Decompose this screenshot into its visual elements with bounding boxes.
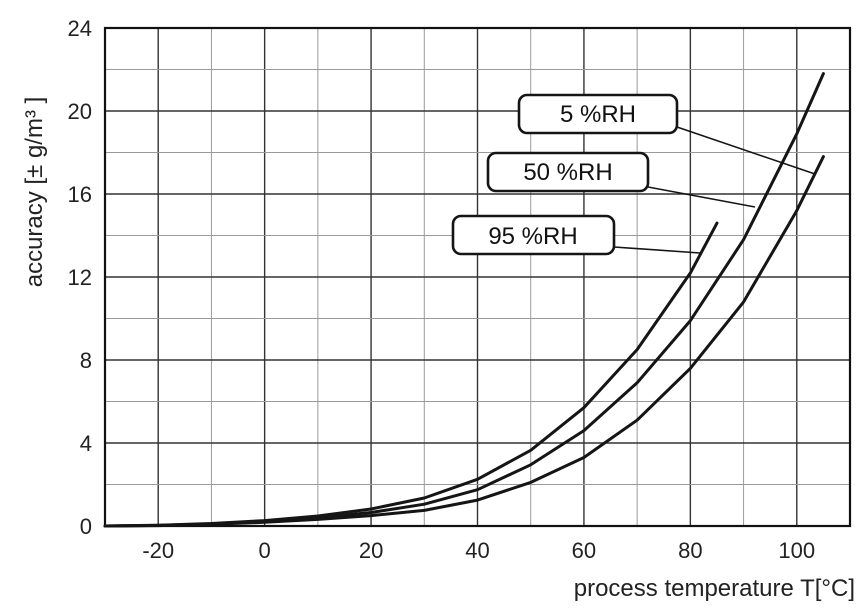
x-tick-label: 80 <box>678 538 702 563</box>
x-axis-label: process temperature T[°C] <box>574 575 855 602</box>
y-tick-label: 20 <box>68 99 92 124</box>
x-tick-labels: -20 0 20 40 60 80 100 <box>142 538 815 563</box>
leader-line-95rh <box>613 246 701 254</box>
callout-95rh: 95 %RH <box>451 214 616 256</box>
plot-frame <box>103 26 852 528</box>
series-line-2 <box>103 221 719 528</box>
callout-95rh-box <box>451 214 616 256</box>
y-tick-label: 24 <box>68 16 92 41</box>
leader-line-50rh <box>647 186 756 208</box>
y-axis-label: accuracy [± g/m³ ] <box>21 97 48 288</box>
callout-5rh-box <box>517 93 679 135</box>
callout-95rh-label: 95 %RH <box>488 223 577 250</box>
callout-5rh: 5 %RH <box>517 93 679 135</box>
y-tick-label: 12 <box>68 265 92 290</box>
series-layer <box>103 72 825 528</box>
x-tick-label: 40 <box>465 538 489 563</box>
x-tick-label: 0 <box>259 538 271 563</box>
x-tick-label: 60 <box>572 538 596 563</box>
callout-50rh-label: 50 %RH <box>523 159 612 186</box>
x-tick-label: 100 <box>778 538 815 563</box>
y-tick-label: 0 <box>80 514 92 539</box>
series-line-0 <box>103 155 825 528</box>
leader-line-5rh <box>676 126 816 175</box>
callout-50rh-box <box>486 151 650 193</box>
y-tick-labels: 0 4 8 12 16 20 24 <box>68 16 92 539</box>
x-tick-label: -20 <box>142 538 174 563</box>
callout-5rh-label: 5 %RH <box>560 101 636 128</box>
series-line-1 <box>103 72 825 528</box>
grid <box>105 28 850 526</box>
y-tick-label: 8 <box>80 348 92 373</box>
callout-50rh: 50 %RH <box>486 151 650 193</box>
y-tick-label: 16 <box>68 182 92 207</box>
x-tick-label: 20 <box>359 538 383 563</box>
y-tick-label: 4 <box>80 431 92 456</box>
